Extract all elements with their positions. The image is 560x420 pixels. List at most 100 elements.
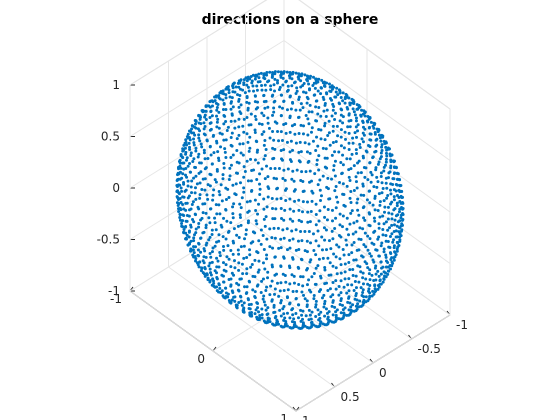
sphere-point bbox=[257, 202, 261, 206]
sphere-point bbox=[197, 222, 201, 226]
sphere-point bbox=[204, 223, 208, 227]
sphere-point bbox=[284, 131, 288, 135]
sphere-point bbox=[373, 284, 377, 288]
sphere-point bbox=[333, 118, 337, 122]
sphere-point bbox=[257, 76, 261, 80]
sphere-point bbox=[186, 179, 190, 183]
sphere-point bbox=[395, 224, 399, 228]
sphere-point bbox=[197, 225, 201, 229]
sphere-point bbox=[249, 112, 253, 116]
sphere-point bbox=[389, 154, 393, 158]
sphere-point bbox=[372, 216, 376, 220]
sphere-point bbox=[297, 95, 301, 99]
sphere-point bbox=[341, 214, 345, 218]
sphere-point bbox=[294, 92, 298, 96]
sphere-point bbox=[235, 233, 239, 237]
sphere-point bbox=[379, 244, 383, 248]
sphere-point bbox=[198, 193, 202, 197]
sphere-point bbox=[326, 133, 330, 137]
sphere-point bbox=[334, 140, 338, 144]
sphere-point bbox=[227, 196, 231, 199]
sphere-point bbox=[291, 313, 295, 317]
sphere-point bbox=[281, 272, 285, 276]
sphere-point bbox=[380, 145, 384, 149]
sphere-point bbox=[350, 251, 354, 255]
sphere-point bbox=[260, 316, 264, 320]
sphere-point bbox=[371, 155, 375, 159]
sphere-point bbox=[242, 117, 246, 121]
sphere-point bbox=[323, 101, 327, 105]
sphere-point bbox=[311, 84, 315, 88]
sphere-point bbox=[353, 297, 357, 301]
sphere-point bbox=[219, 183, 223, 187]
sphere-point bbox=[276, 320, 280, 324]
sphere-point bbox=[189, 223, 193, 227]
sphere-point bbox=[361, 206, 365, 210]
sphere-point bbox=[198, 129, 202, 133]
chart-title: directions on a sphere bbox=[202, 12, 379, 28]
sphere-point bbox=[281, 83, 285, 87]
sphere-point bbox=[261, 261, 265, 265]
sphere-point bbox=[265, 164, 269, 168]
sphere-point bbox=[202, 121, 206, 125]
sphere-point bbox=[394, 229, 398, 233]
sphere-point bbox=[317, 128, 321, 132]
sphere-point bbox=[328, 261, 332, 265]
sphere-point bbox=[337, 293, 341, 297]
sphere-point bbox=[354, 119, 358, 123]
sphere-point bbox=[302, 82, 306, 86]
sphere-point bbox=[183, 225, 187, 229]
sphere-point bbox=[380, 266, 384, 270]
sphere-point bbox=[193, 233, 197, 237]
sphere-point bbox=[394, 182, 398, 186]
sphere-point bbox=[244, 228, 248, 232]
sphere-point bbox=[208, 144, 212, 148]
sphere-point bbox=[271, 322, 275, 326]
sphere-point bbox=[182, 207, 186, 211]
sphere-point bbox=[265, 253, 269, 257]
sphere-point bbox=[297, 75, 301, 79]
sphere-point bbox=[356, 264, 360, 268]
sphere-point bbox=[208, 267, 212, 271]
sphere-point bbox=[205, 273, 209, 277]
sphere-point bbox=[389, 192, 393, 196]
sphere-point bbox=[273, 70, 277, 74]
sphere-point bbox=[369, 120, 373, 124]
sphere-point bbox=[307, 122, 311, 126]
sphere-point bbox=[323, 138, 327, 142]
sphere-point bbox=[322, 109, 326, 113]
sphere-point bbox=[248, 248, 252, 252]
sphere-point bbox=[186, 243, 190, 247]
sphere-point bbox=[349, 119, 353, 123]
z-tick-label: -1 bbox=[108, 284, 120, 298]
sphere-point bbox=[180, 189, 184, 193]
sphere-point bbox=[237, 252, 241, 256]
sphere-point bbox=[221, 274, 225, 278]
sphere-point bbox=[181, 225, 185, 229]
sphere-point bbox=[306, 117, 310, 121]
sphere-point bbox=[389, 202, 393, 206]
sphere-point bbox=[392, 244, 396, 248]
sphere-point bbox=[194, 119, 198, 123]
sphere-point bbox=[237, 117, 241, 121]
sphere-point bbox=[268, 245, 272, 249]
sphere-point bbox=[214, 180, 218, 184]
sphere-point bbox=[351, 232, 355, 236]
sphere-point bbox=[288, 217, 292, 221]
sphere-point bbox=[350, 209, 354, 213]
sphere-point bbox=[264, 215, 268, 219]
sphere-point bbox=[398, 183, 402, 187]
sphere-point bbox=[230, 144, 234, 148]
sphere-point bbox=[278, 85, 282, 89]
sphere-point bbox=[181, 195, 185, 199]
sphere-point bbox=[237, 105, 241, 109]
sphere-point bbox=[249, 123, 253, 127]
sphere-point bbox=[390, 223, 394, 227]
sphere-point bbox=[297, 282, 301, 286]
sphere-point bbox=[203, 125, 207, 129]
sphere-point bbox=[376, 287, 380, 291]
sphere-point bbox=[192, 220, 196, 224]
sphere-point bbox=[260, 167, 264, 171]
sphere-point bbox=[343, 262, 347, 266]
sphere-point bbox=[243, 285, 247, 289]
